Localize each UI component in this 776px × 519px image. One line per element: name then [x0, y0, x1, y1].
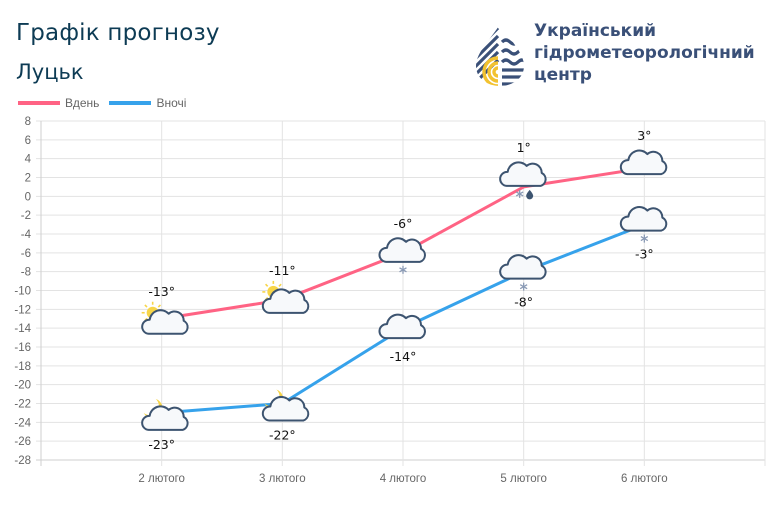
weather-icon-cloud-snow — [619, 206, 668, 243]
y-tick-label: -24 — [14, 417, 31, 429]
city-name: Луцьк — [16, 60, 84, 84]
snowflake-icon — [640, 234, 649, 243]
cloud-icon — [499, 254, 547, 280]
y-tick-label: -28 — [14, 455, 31, 467]
weather-icon-partly-cloudy-night — [141, 398, 189, 431]
cloud-icon — [619, 149, 668, 176]
x-tick-label: 4 лютого — [380, 473, 427, 485]
y-tick-label: 0 — [25, 191, 31, 203]
legend-label-night: Вночі — [156, 96, 187, 110]
snowflake-icon — [399, 265, 407, 274]
weather-icon-cloud-snow-rain — [499, 161, 547, 200]
cloud-icon — [141, 405, 189, 431]
x-tick-label: 6 лютого — [621, 473, 668, 485]
night-value-label: -23° — [148, 437, 175, 452]
y-tick-label: -26 — [14, 436, 31, 448]
legend-swatch-day — [18, 101, 60, 105]
uhmc-logo-icon — [476, 26, 524, 86]
y-tick-label: -4 — [21, 229, 32, 241]
weather-icon-cloud-snow — [499, 254, 547, 291]
cloud-icon — [378, 313, 426, 340]
y-tick-label: 2 — [25, 173, 31, 185]
cloud-icon — [141, 309, 189, 335]
organization-name: Український гідрометеорологічний центр — [534, 20, 755, 86]
snowflake-icon — [515, 189, 524, 198]
chart-legend: Вдень Вночі — [18, 96, 196, 110]
day-value-label: 1° — [517, 140, 531, 155]
day-value-label: 3° — [637, 128, 651, 143]
night-value-label: -14° — [390, 349, 417, 364]
org-line-2: гідрометеорологічний — [534, 43, 755, 63]
x-tick-label: 3 лютого — [259, 473, 306, 485]
y-tick-label: -20 — [14, 380, 31, 392]
cloud-icon — [499, 161, 547, 187]
weather-icon-cloud-snow — [378, 237, 426, 274]
night-value-label: -8° — [514, 295, 533, 310]
day-value-label: -6° — [394, 216, 413, 231]
org-line-3: центр — [534, 65, 592, 85]
raindrop-icon — [526, 189, 534, 200]
y-tick-label: -22 — [14, 399, 31, 411]
cloud-icon — [619, 206, 668, 232]
legend-item-day[interactable]: Вдень — [18, 96, 99, 110]
cloud-icon — [261, 288, 310, 314]
y-tick-label: -12 — [14, 304, 31, 316]
weather-icon-cloud — [378, 313, 426, 340]
night-value-label: -22° — [269, 428, 296, 443]
y-tick-label: -14 — [14, 323, 31, 335]
y-tick-label: -16 — [14, 342, 31, 354]
night-value-label: -3° — [635, 247, 654, 262]
cloud-icon — [261, 395, 310, 422]
legend-label-day: Вдень — [65, 96, 100, 110]
x-tick-label: 5 лютого — [500, 473, 547, 485]
y-tick-label: 4 — [25, 154, 32, 166]
y-tick-label: -10 — [14, 286, 31, 298]
day-value-label: -13° — [148, 284, 175, 299]
y-tick-label: -6 — [21, 248, 31, 260]
weather-icon-partly-sunny — [261, 280, 310, 314]
snowflake-icon — [519, 282, 528, 291]
weather-icon-cloud — [619, 149, 668, 176]
weather-icon-partly-cloudy-night — [261, 389, 310, 422]
weather-icon-partly-sunny — [141, 301, 189, 335]
legend-item-night[interactable]: Вночі — [109, 96, 186, 110]
y-tick-label: -8 — [21, 267, 31, 279]
y-tick-label: 8 — [25, 116, 31, 128]
y-tick-label: -2 — [21, 210, 31, 222]
day-value-label: -11° — [269, 263, 296, 278]
y-tick-label: -18 — [14, 361, 31, 373]
y-tick-label: 6 — [25, 135, 31, 147]
page-title: Графік прогнозу — [16, 20, 220, 46]
org-line-1: Український — [534, 21, 657, 41]
cloud-icon — [378, 237, 426, 263]
x-tick-label: 2 лютого — [138, 473, 185, 485]
legend-swatch-night — [109, 101, 152, 105]
